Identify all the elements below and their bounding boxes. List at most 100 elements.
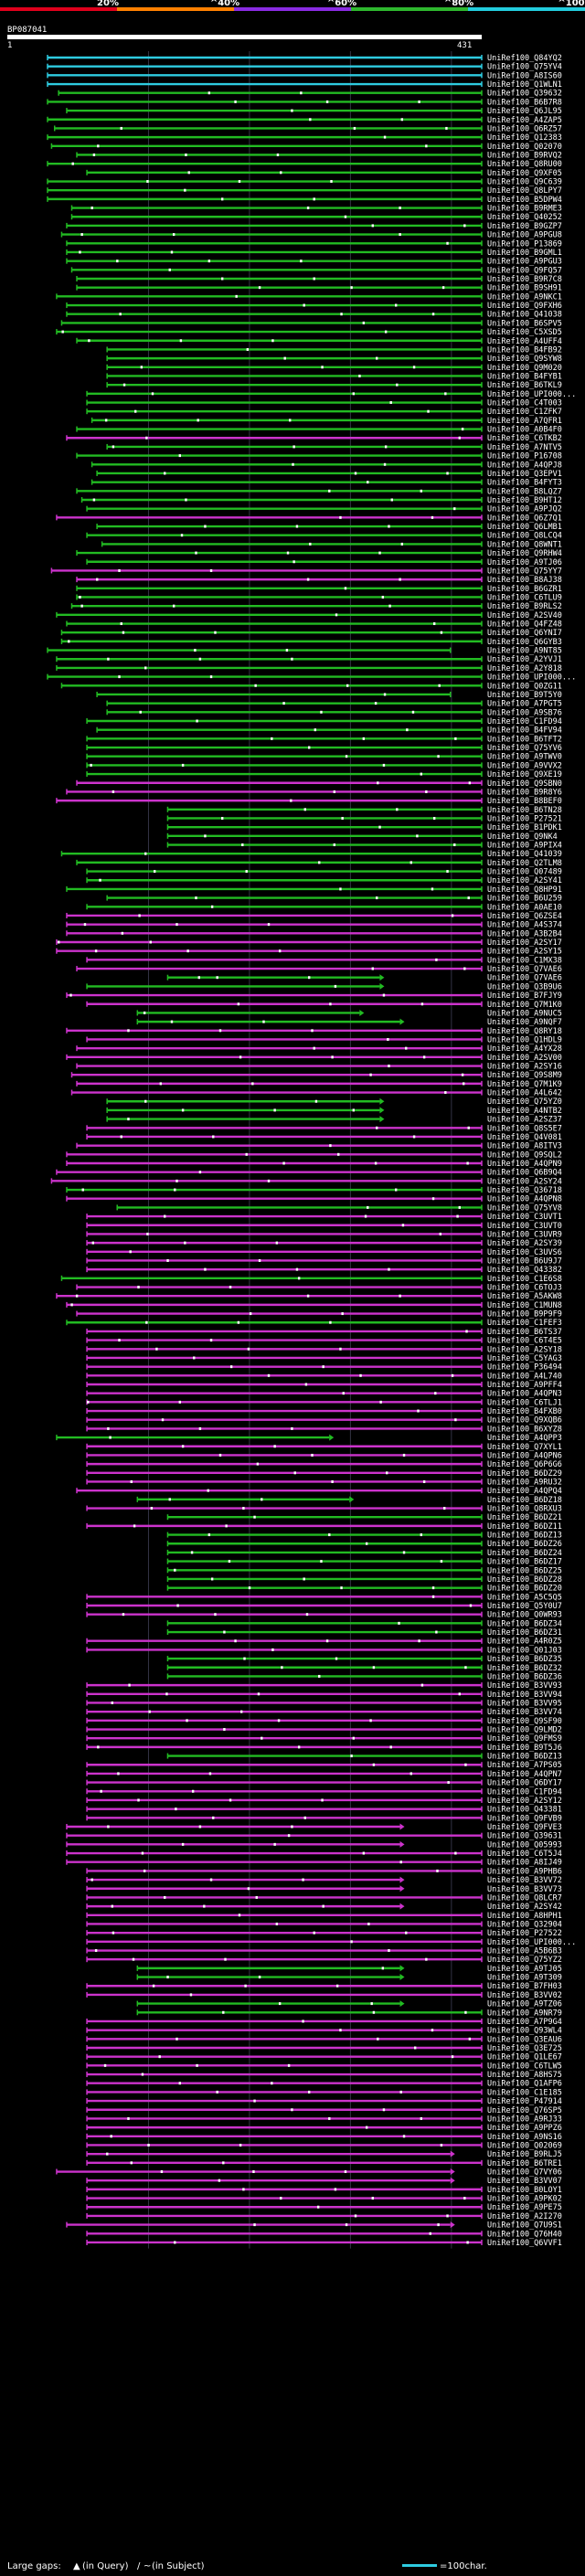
hit-row[interactable]: UniRef100_A2SY18 — [86, 1345, 562, 1354]
hit-label[interactable]: UniRef100_A9TJ06 — [487, 558, 562, 567]
hit-label[interactable]: UniRef100_B6TRE1 — [487, 2159, 562, 2168]
hit-row[interactable]: UniRef100_Q9SYW8 — [106, 355, 562, 364]
hit-label[interactable]: UniRef100_A4QPN8 — [487, 1195, 562, 1204]
hit-label[interactable]: UniRef100_A9PIX4 — [487, 842, 562, 851]
hit-label[interactable]: UniRef100_C6T4E5 — [487, 1337, 562, 1346]
hit-row[interactable]: UniRef100_A2SY16 — [76, 1063, 562, 1072]
hit-row[interactable]: UniRef100_B9GZP7 — [66, 222, 562, 231]
hit-label[interactable]: UniRef100_Q36718 — [487, 1186, 562, 1195]
hit-label[interactable]: UniRef100_B5DPW4 — [487, 196, 562, 205]
hit-label[interactable]: UniRef100_C6TKB2 — [487, 434, 562, 443]
hit-row[interactable]: UniRef100_Q05993 — [66, 1840, 562, 1850]
hit-label[interactable]: UniRef100_Q9NK4 — [487, 832, 558, 842]
hit-row[interactable]: UniRef100_C1E6S8 — [60, 1275, 562, 1284]
hit-row[interactable]: UniRef100_Q75YZ2 — [86, 1956, 562, 1965]
hit-label[interactable]: UniRef100_Q9XE19 — [487, 770, 562, 779]
hit-label[interactable]: UniRef100_Q6ZSE4 — [487, 912, 562, 921]
hit-row[interactable]: UniRef100_Q4FZ48 — [66, 620, 562, 630]
hit-label[interactable]: UniRef100_Q41038 — [487, 311, 562, 320]
hit-row[interactable]: UniRef100_Q9FQ57 — [70, 266, 562, 275]
hit-row[interactable]: UniRef100_A8IS60 — [47, 71, 562, 80]
hit-label[interactable]: UniRef100_A4NTB2 — [487, 1107, 562, 1116]
hit-label[interactable]: UniRef100_B8AJ38 — [487, 576, 562, 585]
hit-label[interactable]: UniRef100_B6DZ24 — [487, 1549, 562, 1558]
hit-row[interactable]: UniRef100_B5DPW4 — [47, 196, 562, 205]
hit-row[interactable]: UniRef100_A9SB76 — [106, 708, 562, 717]
hit-row[interactable]: UniRef100_C1FEF3 — [66, 1319, 562, 1328]
hit-label[interactable]: UniRef100_A4ZAP5 — [487, 116, 562, 125]
hit-label[interactable]: UniRef100_P27522 — [487, 1929, 562, 1938]
hit-label[interactable]: UniRef100_A4S374 — [487, 921, 562, 930]
hit-row[interactable]: UniRef100_Q9FVE3 — [66, 1823, 562, 1832]
hit-label[interactable]: UniRef100_B3VV07 — [487, 2177, 562, 2186]
hit-label[interactable]: UniRef100_Q76H40 — [487, 2230, 562, 2239]
hit-row[interactable]: UniRef100_B3VV94 — [86, 1691, 562, 1700]
hit-row[interactable]: UniRef100_Q3EPV1 — [96, 470, 562, 479]
hit-row[interactable]: UniRef100_A9TJ05 — [136, 1965, 562, 1974]
hit-row[interactable]: UniRef100_Q07489 — [86, 868, 562, 877]
hit-row[interactable]: UniRef100_A9TJ06 — [86, 558, 562, 567]
hit-row[interactable]: UniRef100_P47914 — [86, 2097, 562, 2106]
hit-label[interactable]: UniRef100_Q8RXU3 — [487, 1505, 562, 1514]
hit-row[interactable]: UniRef100_A8IJ49 — [66, 1859, 562, 1868]
hit-row[interactable]: UniRef100_C1MUN8 — [66, 1301, 562, 1310]
hit-label[interactable]: UniRef100_C1FD94 — [487, 717, 562, 726]
hit-label[interactable]: UniRef100_Q8LPY7 — [487, 186, 562, 196]
hit-row[interactable]: UniRef100_Q1LE67 — [86, 2053, 562, 2062]
hit-row[interactable]: UniRef100_UPI000... — [86, 1938, 576, 1947]
hit-row[interactable]: UniRef100_Q3B9U6 — [86, 982, 562, 991]
hit-label[interactable]: UniRef100_B6TFT2 — [487, 735, 562, 744]
hit-row[interactable]: UniRef100_UPI000... — [86, 390, 576, 399]
hit-label[interactable]: UniRef100_Q8WNT1 — [487, 540, 562, 549]
hit-row[interactable]: UniRef100_A9NUC5 — [136, 1009, 562, 1018]
hit-label[interactable]: UniRef100_Q07489 — [487, 868, 562, 877]
hit-row[interactable]: UniRef100_Q6LMB1 — [96, 523, 562, 532]
hit-row[interactable]: UniRef100_A9PPZ6 — [86, 2124, 562, 2133]
hit-label[interactable]: UniRef100_Q75YV4 — [487, 63, 562, 72]
hit-label[interactable]: UniRef100_B4FXB0 — [487, 1407, 562, 1416]
hit-row[interactable]: UniRef100_A9PGU3 — [66, 258, 562, 267]
hit-label[interactable]: UniRef100_Q9XF05 — [487, 169, 562, 178]
hit-row[interactable]: UniRef100_Q3EAU6 — [86, 2035, 562, 2044]
hit-label[interactable]: UniRef100_Q6P6G6 — [487, 1460, 562, 1469]
hit-label[interactable]: UniRef100_Q01J03 — [487, 1646, 562, 1655]
hit-row[interactable]: UniRef100_B6DZ25 — [166, 1566, 562, 1575]
hit-label[interactable]: UniRef100_P47914 — [487, 2097, 562, 2106]
hit-row[interactable]: UniRef100_B3VV74 — [86, 1708, 562, 1717]
hit-row[interactable]: UniRef100_B6U9J7 — [86, 1256, 562, 1266]
hit-row[interactable]: UniRef100_A2SY15 — [56, 948, 562, 957]
hit-label[interactable]: UniRef100_A4L642 — [487, 1089, 562, 1098]
hit-label[interactable]: UniRef100_Q7M1K0 — [487, 1001, 562, 1010]
hit-row[interactable]: UniRef100_A2SY17 — [56, 938, 562, 948]
hit-row[interactable]: UniRef100_B1PDK1 — [166, 823, 562, 832]
hit-label[interactable]: UniRef100_Q05993 — [487, 1840, 562, 1850]
hit-row[interactable]: UniRef100_A9NQF7 — [136, 1018, 562, 1027]
hit-label[interactable]: UniRef100_B9RLJ5 — [487, 2150, 562, 2159]
hit-label[interactable]: UniRef100_A9PGU8 — [487, 231, 562, 240]
hit-label[interactable]: UniRef100_Q7U9S1 — [487, 2221, 562, 2231]
hit-row[interactable]: UniRef100_Q75YV8 — [116, 1203, 562, 1213]
hit-label[interactable]: UniRef100_B6XYZ8 — [487, 1425, 562, 1434]
hit-label[interactable]: UniRef100_B3VV94 — [487, 1691, 562, 1700]
hit-row[interactable]: UniRef100_A9TWV0 — [86, 753, 562, 762]
hit-row[interactable]: UniRef100_UPI000... — [47, 673, 576, 683]
hit-label[interactable]: UniRef100_Q9FQ57 — [487, 266, 562, 275]
hit-label[interactable]: UniRef100_Q9M020 — [487, 364, 562, 373]
hit-label[interactable]: UniRef100_A7PS05 — [487, 1761, 562, 1770]
hit-label[interactable]: UniRef100_A4L740 — [487, 1372, 562, 1381]
hit-label[interactable]: UniRef100_Q3EPV1 — [487, 470, 562, 479]
hit-label[interactable]: UniRef100_B3VV95 — [487, 1699, 562, 1708]
hit-label[interactable]: UniRef100_C3UVT1 — [487, 1213, 562, 1222]
hit-label[interactable]: UniRef100_A9RJ33 — [487, 2115, 562, 2124]
hit-label[interactable]: UniRef100_A4QPN3 — [487, 1390, 562, 1399]
hit-row[interactable]: UniRef100_A0AE10 — [86, 903, 562, 912]
hit-row[interactable]: UniRef100_A7NTV5 — [106, 443, 562, 452]
hit-label[interactable]: UniRef100_B8BEF0 — [487, 797, 562, 806]
hit-row[interactable]: UniRef100_Q1HDL9 — [86, 1035, 562, 1044]
hit-row[interactable]: UniRef100_Q12383 — [47, 133, 562, 143]
hit-label[interactable]: UniRef100_A9PK02 — [487, 2195, 562, 2204]
hit-label[interactable]: UniRef100_A4QPQ4 — [487, 1487, 562, 1496]
hit-row[interactable]: UniRef100_A3B2B4 — [66, 929, 562, 938]
hit-row[interactable]: UniRef100_B6DZ20 — [166, 1585, 562, 1594]
hit-label[interactable]: UniRef100_Q8RU00 — [487, 160, 562, 169]
